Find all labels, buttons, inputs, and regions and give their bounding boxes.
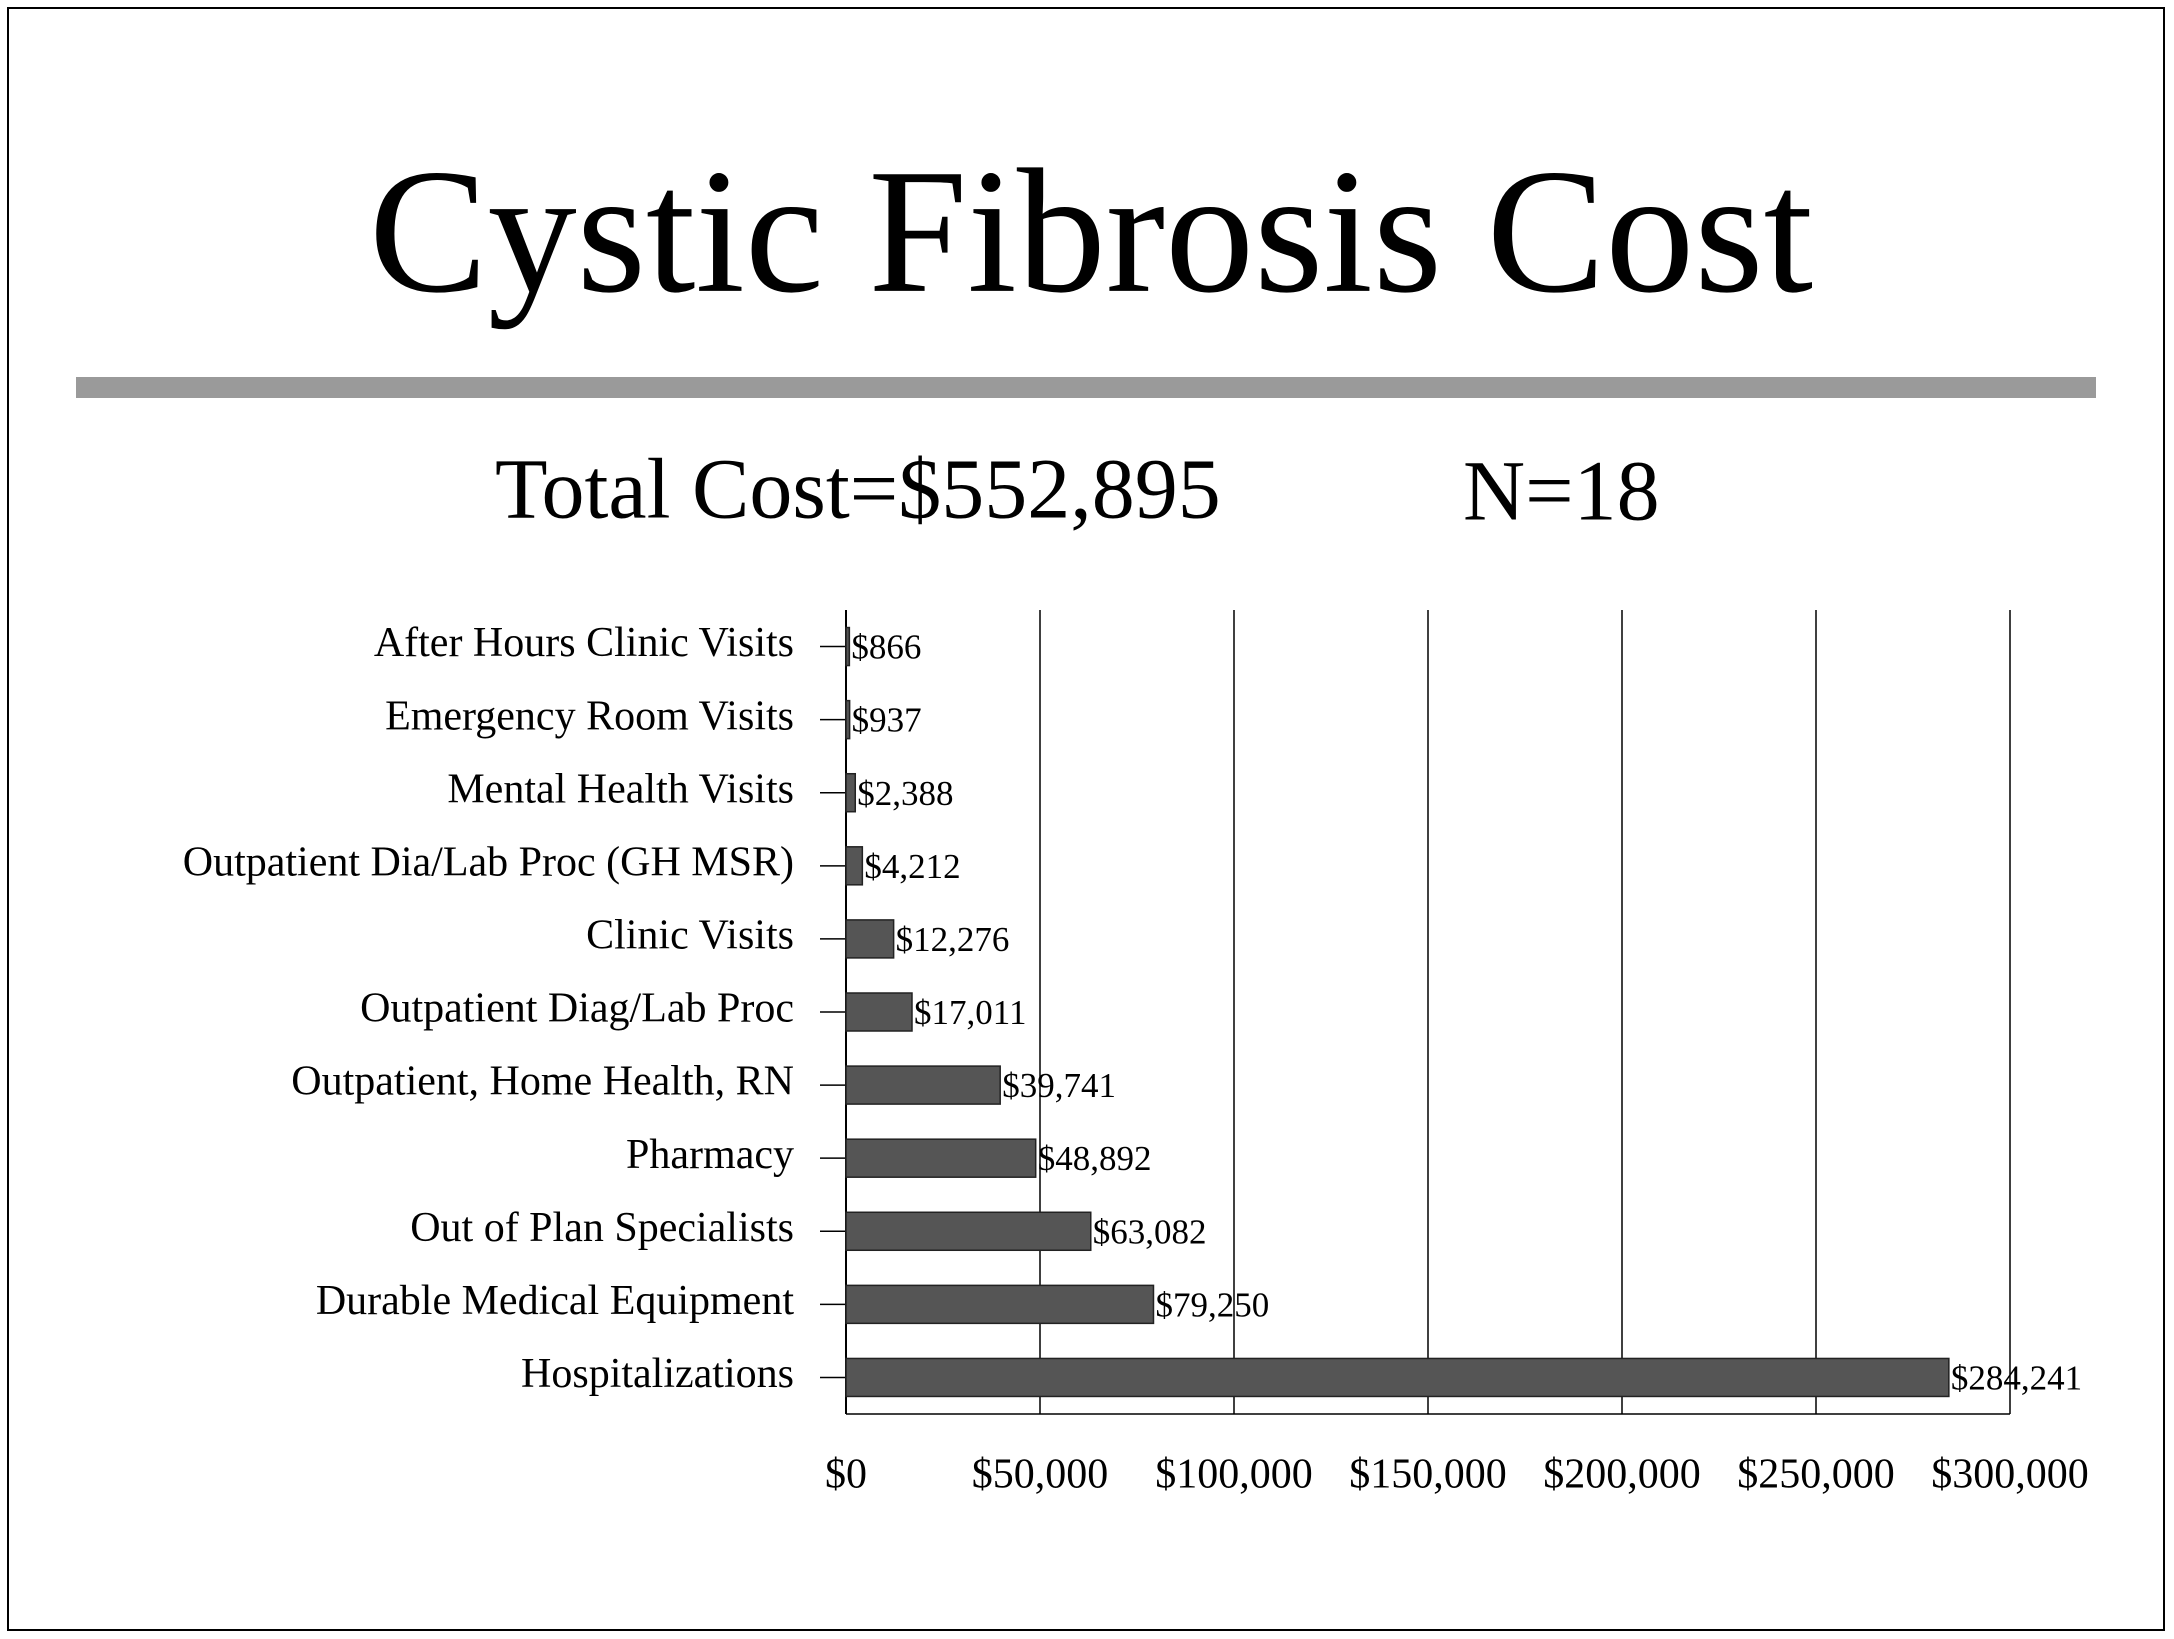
- y-tick-label: After Hours Clinic Visits: [374, 620, 794, 666]
- x-tick-label: $100,000: [1155, 1452, 1313, 1498]
- bar: [845, 1065, 1001, 1105]
- bar: [845, 1357, 1950, 1398]
- value-label: $937: [852, 701, 922, 740]
- y-tick-label: Outpatient Diag/Lab Proc: [360, 986, 794, 1032]
- bar: [845, 772, 857, 813]
- value-label: $284,241: [1951, 1358, 2082, 1397]
- title-rule: [76, 377, 2096, 398]
- y-tick-label: Outpatient, Home Health, RN: [291, 1059, 794, 1105]
- value-label: $39,741: [1002, 1066, 1116, 1105]
- value-label: $2,388: [857, 774, 953, 813]
- y-tick-label: Hospitalizations: [521, 1351, 794, 1397]
- bar: [845, 699, 851, 740]
- bar: [845, 1284, 1155, 1325]
- x-tick-label: $200,000: [1543, 1452, 1701, 1498]
- y-tick-label: Pharmacy: [626, 1132, 794, 1178]
- bar: [845, 1211, 1092, 1252]
- y-tick-label: Mental Health Visits: [447, 766, 794, 812]
- x-tick-label: $300,000: [1931, 1452, 2089, 1498]
- y-tick-label: Outpatient Dia/Lab Proc (GH MSR): [183, 839, 794, 885]
- slide-frame: [7, 7, 2165, 1631]
- chart-subtitle: Total Cost=$552,895: [495, 441, 1221, 537]
- bar: [845, 846, 864, 886]
- value-label: $866: [851, 628, 921, 667]
- x-tick-label: $150,000: [1349, 1452, 1507, 1498]
- bar: [845, 992, 913, 1032]
- y-tick-label: Durable Medical Equipment: [316, 1278, 795, 1324]
- y-tick-label: Out of Plan Specialists: [410, 1205, 794, 1251]
- value-label: $63,082: [1093, 1212, 1207, 1251]
- annotation: N=18: [1463, 443, 1660, 539]
- value-label: $17,011: [914, 993, 1026, 1032]
- x-tick-label: $0: [825, 1452, 867, 1498]
- y-tick-label: Emergency Room Visits: [385, 693, 794, 739]
- bar: [845, 1138, 1037, 1178]
- value-label: $12,276: [896, 920, 1010, 959]
- value-label: $79,250: [1155, 1285, 1269, 1324]
- bar: [845, 626, 851, 667]
- chart-title: Cystic Fibrosis Cost: [369, 132, 1813, 330]
- value-label: $4,212: [864, 847, 960, 886]
- x-tick-label: $250,000: [1737, 1452, 1895, 1498]
- value-label: $48,892: [1038, 1139, 1152, 1178]
- x-tick-label: $50,000: [972, 1452, 1109, 1498]
- y-tick-label: Clinic Visits: [586, 913, 794, 959]
- bar: [845, 919, 895, 959]
